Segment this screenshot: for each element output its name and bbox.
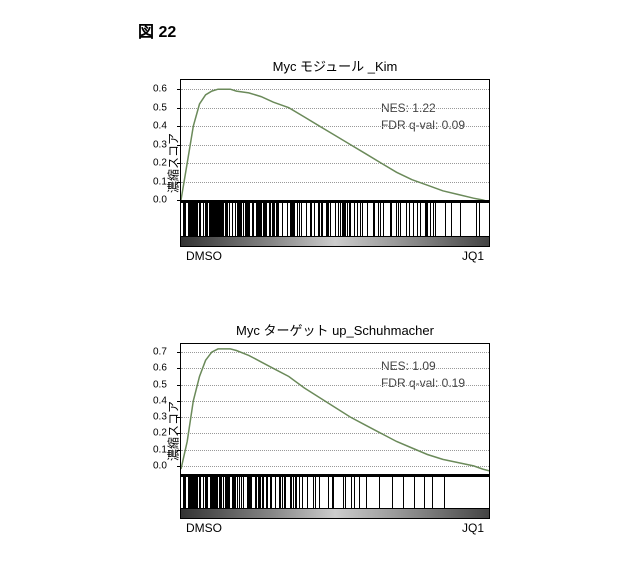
enrichment-curve-area: NES: 1.09 FDR q-val: 0.19 0.00.10.20.30.… (181, 344, 489, 474)
ytick-label: 0.3 (153, 412, 167, 423)
plot-title: Myc ターゲット up_Schuhmacher (180, 320, 490, 339)
ytick-label: 0.0 (153, 195, 167, 206)
rank-gradient-bar (181, 236, 489, 246)
ytick-label: 0.1 (153, 444, 167, 455)
ytick-label: 0.7 (153, 347, 167, 358)
ytick-label: 0.3 (153, 139, 167, 150)
plot-title: Myc モジュール _Kim (180, 56, 490, 75)
gsea-plot-kim: Myc モジュール _Kim 濃縮スコア NES: 1.22 FDR q-val… (180, 56, 490, 263)
plot-box: 濃縮スコア NES: 1.09 FDR q-val: 0.19 0.00.10.… (180, 343, 490, 519)
enrichment-curve-area: NES: 1.22 FDR q-val: 0.09 0.00.10.20.30.… (181, 80, 489, 200)
xlabel-right: JQ1 (462, 249, 484, 263)
ytick-label: 0.0 (153, 460, 167, 471)
ytick-label: 0.5 (153, 102, 167, 113)
plot-box: 濃縮スコア NES: 1.22 FDR q-val: 0.09 0.00.10.… (180, 79, 490, 247)
x-axis-labels: DMSO JQ1 (180, 519, 490, 535)
ytick-label: 0.6 (153, 363, 167, 374)
figure-label: 図 22 (138, 18, 176, 42)
barcode-area (181, 474, 489, 508)
ytick-label: 0.5 (153, 379, 167, 390)
ytick-label: 0.4 (153, 395, 167, 406)
ytick-label: 0.1 (153, 176, 167, 187)
xlabel-right: JQ1 (462, 521, 484, 535)
x-axis-labels: DMSO JQ1 (180, 247, 490, 263)
y-axis-label: 濃縮スコア (165, 401, 182, 461)
ytick-label: 0.4 (153, 121, 167, 132)
rank-gradient-bar (181, 508, 489, 518)
gsea-plot-schuhmacher: Myc ターゲット up_Schuhmacher 濃縮スコア NES: 1.09… (180, 320, 490, 535)
xlabel-left: DMSO (186, 521, 222, 535)
xlabel-left: DMSO (186, 249, 222, 263)
ytick-label: 0.2 (153, 158, 167, 169)
barcode-area (181, 200, 489, 236)
ytick-label: 0.6 (153, 84, 167, 95)
ytick-label: 0.2 (153, 428, 167, 439)
